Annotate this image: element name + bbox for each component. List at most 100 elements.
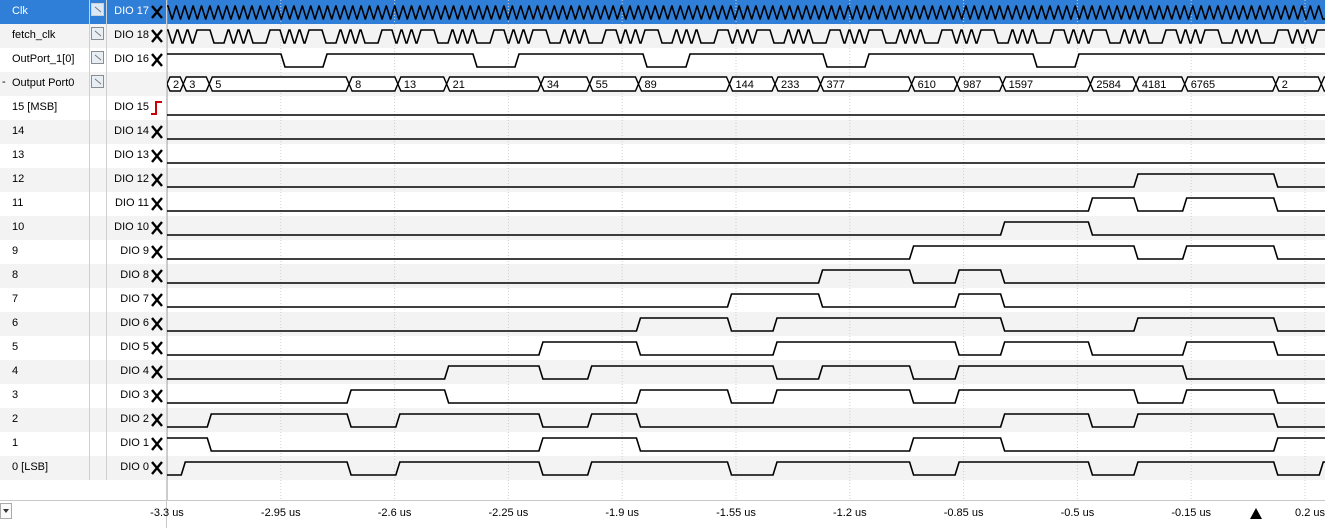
bus-value-label: 21 — [453, 79, 465, 91]
edit-signal-icon[interactable] — [91, 75, 104, 88]
signal-trace — [167, 293, 1325, 308]
signal-name[interactable]: 14 — [12, 125, 25, 137]
bus-value-label: 5 — [215, 79, 221, 91]
signal-trace — [167, 221, 1325, 236]
signal-trace — [167, 437, 1325, 452]
bus-value-label: 2 — [173, 79, 179, 91]
signal-name[interactable]: 0 [LSB] — [12, 461, 49, 473]
rising-edge-trigger-icon[interactable] — [150, 99, 164, 117]
signal-trace — [167, 461, 1325, 476]
signal-name[interactable]: 7 — [12, 293, 19, 305]
signal-row[interactable]: 13 DIO 13 — [0, 144, 1325, 168]
dont-care-trigger-icon[interactable] — [150, 411, 164, 429]
signal-row[interactable]: 3 DIO 3 — [0, 384, 1325, 408]
dont-care-trigger-icon[interactable] — [150, 3, 164, 21]
dont-care-trigger-icon[interactable] — [150, 123, 164, 141]
signal-name[interactable]: 13 — [12, 149, 25, 161]
dont-care-trigger-icon[interactable] — [150, 51, 164, 69]
signal-trace — [167, 389, 1325, 404]
time-tick-label: -2.25 us — [488, 507, 529, 519]
bus-value-label: 89 — [644, 79, 656, 91]
signal-name[interactable]: 4 — [12, 365, 19, 377]
signal-row[interactable]: 10 DIO 10 — [0, 216, 1325, 240]
pin-label: DIO 11 — [114, 197, 149, 209]
time-base-dropdown[interactable] — [0, 503, 12, 519]
signal-name[interactable]: Output Port0 — [12, 77, 75, 89]
dont-care-trigger-icon[interactable] — [150, 435, 164, 453]
edit-signal-icon[interactable] — [91, 51, 104, 64]
signal-row[interactable]: OutPort_1[0] DIO 16 — [0, 48, 1325, 72]
dont-care-trigger-icon[interactable] — [150, 219, 164, 237]
dont-care-trigger-icon[interactable] — [150, 387, 164, 405]
signal-name[interactable]: 11 — [12, 197, 24, 209]
dont-care-trigger-icon[interactable] — [150, 243, 164, 261]
bus-value-label: 4181 — [1142, 79, 1166, 91]
signal-row[interactable]: 8 DIO 8 — [0, 264, 1325, 288]
pin-label: DIO 5 — [120, 341, 149, 353]
signal-row[interactable]: fetch_clk DIO 18 — [0, 24, 1325, 48]
time-tick-label: -1.9 us — [605, 507, 640, 519]
time-tick-label: -0.15 us — [1171, 507, 1212, 519]
signal-name[interactable]: 15 [MSB] — [12, 101, 58, 113]
bus-value-label: 233 — [781, 79, 799, 91]
dont-care-trigger-icon[interactable] — [150, 339, 164, 357]
edit-signal-icon[interactable] — [91, 27, 104, 40]
pin-label: DIO 12 — [114, 173, 149, 185]
signal-row[interactable]: 11 DIO 11 — [0, 192, 1325, 216]
axis-left-panel — [0, 501, 167, 528]
signal-name[interactable]: 9 — [12, 245, 19, 257]
signal-trace — [167, 365, 1325, 380]
time-tick-label: -1.2 us — [832, 507, 867, 519]
signal-name[interactable]: 12 — [12, 173, 25, 185]
signal-row[interactable]: 0 [LSB] DIO 0 — [0, 456, 1325, 480]
signal-name[interactable]: 3 — [12, 389, 19, 401]
signal-name[interactable]: OutPort_1[0] — [12, 53, 75, 65]
time-tick-label: 0.2 us — [1295, 507, 1325, 519]
trigger-marker-icon[interactable] — [1250, 508, 1262, 519]
collapse-toggle-icon[interactable]: - — [2, 76, 6, 88]
signal-row[interactable]: 5 DIO 5 — [0, 336, 1325, 360]
signal-row[interactable]: 12 DIO 12 — [0, 168, 1325, 192]
signal-name[interactable]: 8 — [12, 269, 19, 281]
signal-trace — [167, 341, 1325, 356]
bus-value-label: 987 — [963, 79, 981, 91]
signal-trace — [167, 53, 1325, 68]
dont-care-trigger-icon[interactable] — [150, 459, 164, 477]
pin-label: DIO 16 — [114, 53, 149, 65]
dont-care-trigger-icon[interactable] — [150, 267, 164, 285]
dont-care-trigger-icon[interactable] — [150, 27, 164, 45]
signal-row[interactable]: 14 DIO 14 — [0, 120, 1325, 144]
dont-care-trigger-icon[interactable] — [150, 195, 164, 213]
signal-row[interactable]: 9 DIO 9 — [0, 240, 1325, 264]
signal-row[interactable]: 2 DIO 2 — [0, 408, 1325, 432]
signal-name[interactable]: fetch_clk — [12, 29, 56, 41]
dont-care-trigger-icon[interactable] — [150, 363, 164, 381]
signal-name[interactable]: Clk — [12, 5, 28, 17]
bus-segment — [1320, 76, 1325, 92]
signal-name[interactable]: 2 — [12, 413, 19, 425]
pin-label: DIO 18 — [114, 29, 149, 41]
pin-label: DIO 10 — [114, 221, 149, 233]
dont-care-trigger-icon[interactable] — [150, 315, 164, 333]
dont-care-trigger-icon[interactable] — [150, 291, 164, 309]
bus-segment — [208, 76, 350, 92]
signal-row[interactable]: 7 DIO 7 — [0, 288, 1325, 312]
signal-row[interactable]: 15 [MSB] DIO 15 — [0, 96, 1325, 120]
dont-care-trigger-icon[interactable] — [150, 171, 164, 189]
signal-name[interactable]: 1 — [12, 437, 19, 449]
bus-value-label: 13 — [404, 79, 416, 91]
signal-trace — [167, 197, 1325, 212]
edit-signal-icon[interactable] — [91, 3, 104, 16]
signal-row[interactable]: 6 DIO 6 — [0, 312, 1325, 336]
bus-value-label: 2584 — [1096, 79, 1120, 91]
bus-value-label: 6765 — [1191, 79, 1215, 91]
dont-care-trigger-icon[interactable] — [150, 147, 164, 165]
bus-value-label: 1597 — [1009, 79, 1033, 91]
waveform-area[interactable]: 2 3 5 8 13 21 34 55 89 144 233 377 610 987 1597 2584 418… — [0, 0, 1325, 500]
signal-name[interactable]: 6 — [12, 317, 19, 329]
pin-label: DIO 14 — [114, 125, 149, 137]
signal-name[interactable]: 5 — [12, 341, 19, 353]
signal-name[interactable]: 10 — [12, 221, 25, 233]
signal-row[interactable]: 1 DIO 1 — [0, 432, 1325, 456]
signal-row[interactable]: 4 DIO 4 — [0, 360, 1325, 384]
